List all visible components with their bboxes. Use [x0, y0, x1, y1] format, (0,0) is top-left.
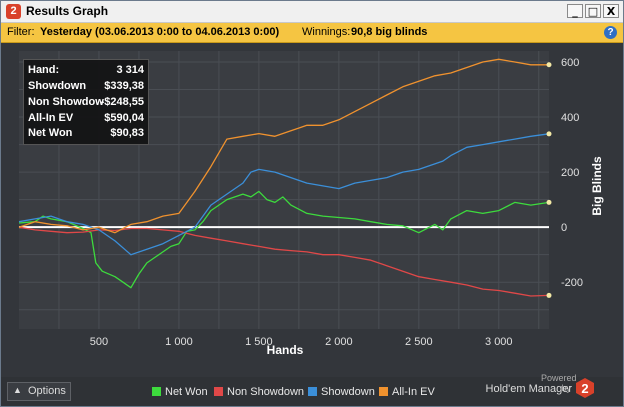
stat-row-showdown: Showdown $339,38 — [28, 80, 144, 95]
stat-key: All-In EV — [28, 112, 74, 124]
legend-label: Non Showdown — [227, 386, 305, 398]
series-endpoint-non-showdown — [546, 292, 552, 298]
legend-label: Showdown — [321, 386, 375, 398]
stat-key: Hand: — [28, 64, 60, 76]
y-tick-labels: -200 0 200 400 600 — [561, 57, 583, 289]
legend-swatch — [379, 387, 388, 396]
x-tick-label: 500 — [90, 336, 108, 348]
stats-box: Hand: 3 314 Showdown $339,38 Non Showdow… — [23, 59, 149, 145]
series-endpoint-showdown — [546, 131, 552, 137]
maximize-button[interactable]: □ — [585, 4, 601, 18]
winnings-value: 90,8 big blinds — [351, 26, 428, 38]
stat-value: -$248,55 — [100, 96, 144, 108]
grid — [19, 51, 549, 329]
filter-label: Filter: — [7, 26, 35, 38]
x-tick-labels: 500 1 000 1 500 2 000 2 500 3 000 — [90, 336, 513, 348]
x-tick-label: 1 000 — [165, 336, 193, 348]
y-axis-label: Big Blinds — [590, 156, 604, 216]
stat-row-hand: Hand: 3 314 — [28, 64, 144, 79]
stat-row-non-showdown: Non Showdown -$248,55 — [28, 96, 144, 111]
svg-text:2: 2 — [581, 381, 588, 396]
stat-key: Non Showdown — [28, 96, 104, 108]
legend-item-net-won[interactable]: Net Won — [152, 386, 208, 398]
x-axis-label: Hands — [267, 343, 304, 357]
close-button[interactable]: X — [603, 4, 619, 18]
legend-item-showdown[interactable]: Showdown — [308, 386, 375, 398]
app-logo-icon: 2 — [6, 4, 21, 19]
minimize-button[interactable]: _ — [567, 4, 583, 18]
window-title: Results Graph — [26, 4, 109, 18]
x-tick-label: 3 000 — [485, 336, 513, 348]
stat-key: Showdown — [28, 80, 87, 92]
series-endpoint-all-in-ev — [546, 62, 552, 68]
y-tick-label: 0 — [561, 222, 567, 234]
stat-value: $590,04 — [104, 112, 144, 124]
stat-value: $339,38 — [104, 80, 144, 92]
stat-row-net-won: Net Won $90,83 — [28, 127, 144, 142]
legend-label: All-In EV — [392, 386, 435, 398]
stat-row-allin-ev: All-In EV $590,04 — [28, 112, 144, 127]
options-label: Options — [28, 385, 66, 397]
stat-value: $90,83 — [110, 127, 144, 139]
x-tick-label: 2 000 — [325, 336, 353, 348]
brand-name: Hold'em Manager — [485, 383, 572, 395]
filter-bar[interactable]: Filter: Yesterday (03.06.2013 0:00 to 04… — [1, 23, 623, 43]
powered-line2: by — [561, 383, 571, 393]
series-endpoint-net-won — [546, 199, 552, 205]
y-tick-label: 200 — [561, 167, 579, 179]
legend-swatch — [214, 387, 223, 396]
legend-swatch — [152, 387, 161, 396]
stat-key: Net Won — [28, 127, 73, 139]
y-tick-label: -200 — [561, 277, 583, 289]
series-line-showdown — [18, 133, 550, 256]
series-line-all-in-ev — [18, 58, 549, 234]
options-button[interactable]: ▲ Options — [7, 382, 71, 401]
powered-by-text: Powered by — [541, 373, 577, 393]
help-icon[interactable]: ? — [604, 26, 617, 39]
stat-value: 3 314 — [116, 64, 144, 76]
filter-value[interactable]: Yesterday (03.06.2013 0:00 to 04.06.2013… — [40, 26, 280, 38]
legend-item-allin-ev[interactable]: All-In EV — [379, 386, 435, 398]
x-tick-label: 2 500 — [405, 336, 433, 348]
x-tick-label: 1 500 — [245, 336, 273, 348]
powered-line1: Powered — [541, 373, 577, 383]
chevron-up-icon: ▲ — [13, 385, 22, 395]
legend-swatch — [308, 387, 317, 396]
title-bar: 2 Results Graph _ □ X — [1, 1, 623, 23]
winnings-label: Winnings: — [302, 26, 351, 38]
series-line-net-won — [18, 190, 550, 289]
y-tick-label: 600 — [561, 57, 579, 69]
series-lines — [18, 58, 552, 298]
hm2-logo-icon: 2 — [576, 378, 594, 398]
legend-label: Net Won — [165, 386, 208, 398]
y-tick-label: 400 — [561, 112, 579, 124]
legend-item-non-showdown[interactable]: Non Showdown — [214, 386, 304, 398]
